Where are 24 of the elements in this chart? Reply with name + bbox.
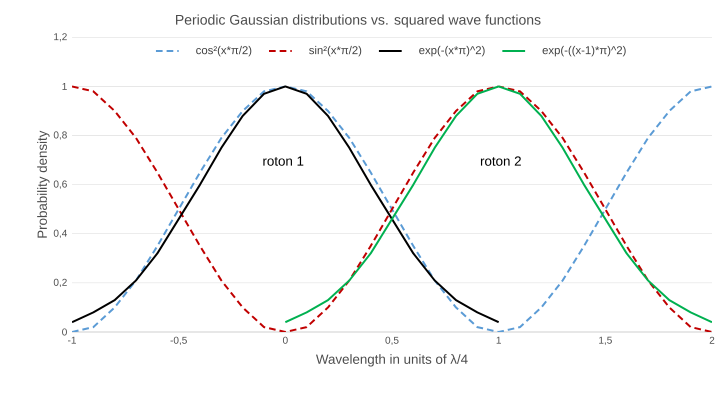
legend-label: exp(-(x*π)^2)	[419, 46, 485, 56]
x-tick-label: 1	[496, 336, 501, 344]
y-tick-label: 0,4	[54, 230, 68, 238]
x-tick-label: 1,5	[599, 336, 612, 345]
x-tick-label: 2	[710, 336, 714, 344]
y-tick-label: 0,8	[54, 131, 67, 140]
chart-title: Periodic Gaussian distributions vs. squared wave functions	[176, 14, 541, 28]
y-axis-title: Probability density	[37, 130, 50, 238]
annotation: roton 1	[263, 156, 304, 166]
y-tick-label: 0	[62, 328, 67, 336]
x-tick-label: -0,5	[170, 336, 187, 345]
x-tick-label: -1	[68, 336, 76, 344]
legend-label: sin²(x*π/2)	[309, 46, 362, 56]
line-series	[72, 85, 712, 332]
y-tick-label: 0,2	[54, 278, 67, 288]
y-tick-label: 1,2	[54, 33, 67, 42]
x-tick-label: 0,5	[385, 336, 399, 345]
x-tick-label: 0	[282, 336, 288, 344]
y-tick-label: 0,6	[54, 180, 67, 189]
y-tick-label: 1	[62, 83, 67, 90]
annotation: roton 2	[480, 156, 521, 166]
x-axis-title: Wavelength in units of λ/4	[316, 354, 468, 367]
legend-label: exp(-((x-1)*π)^2)	[542, 46, 626, 56]
legend-label: cos²(x*π/2)	[196, 46, 252, 56]
